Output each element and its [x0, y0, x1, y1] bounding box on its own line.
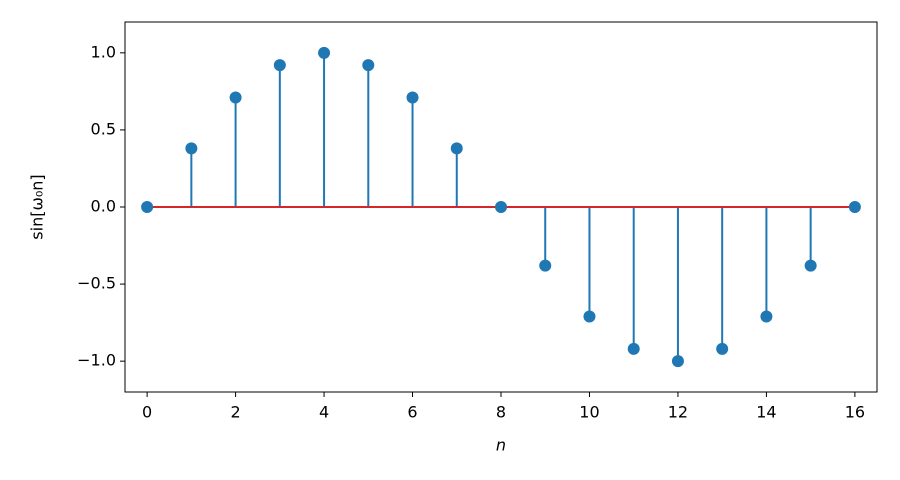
x-tick-label: 12 — [668, 403, 688, 422]
y-tick-label: 1.0 — [91, 42, 116, 61]
x-tick-label: 14 — [756, 403, 776, 422]
y-tick-label: −1.0 — [77, 351, 116, 370]
stem-marker — [141, 201, 154, 213]
x-axis-label: n — [496, 436, 506, 455]
x-tick-label: 4 — [319, 403, 329, 422]
stem-marker — [716, 342, 729, 355]
y-tick-label: 0.0 — [91, 197, 116, 216]
stem-marker — [362, 59, 375, 72]
stem-marker — [450, 142, 463, 155]
stem-marker — [627, 342, 640, 355]
stem-marker — [495, 201, 507, 213]
stem-marker — [848, 201, 861, 213]
y-axis-label: sin[ω₀n] — [28, 174, 47, 239]
x-tick-label: 6 — [407, 403, 417, 422]
x-tick-label: 0 — [142, 403, 152, 422]
x-tick-label: 16 — [845, 403, 865, 422]
stem-marker — [318, 46, 331, 59]
stem-marker — [539, 259, 552, 272]
stem-marker — [671, 355, 684, 368]
stem-marker — [185, 142, 198, 155]
x-tick-label: 2 — [230, 403, 240, 422]
stem-marker — [760, 310, 773, 323]
stem-marker — [229, 91, 242, 104]
y-tick-label: 0.5 — [91, 119, 116, 138]
stem-marker — [273, 59, 286, 72]
stem-marker — [583, 310, 596, 323]
y-tick-label: −0.5 — [77, 274, 116, 293]
x-tick-label: 8 — [496, 403, 506, 422]
x-tick-label: 10 — [579, 403, 599, 422]
stem-marker — [406, 91, 419, 104]
stem-marker — [804, 259, 817, 272]
